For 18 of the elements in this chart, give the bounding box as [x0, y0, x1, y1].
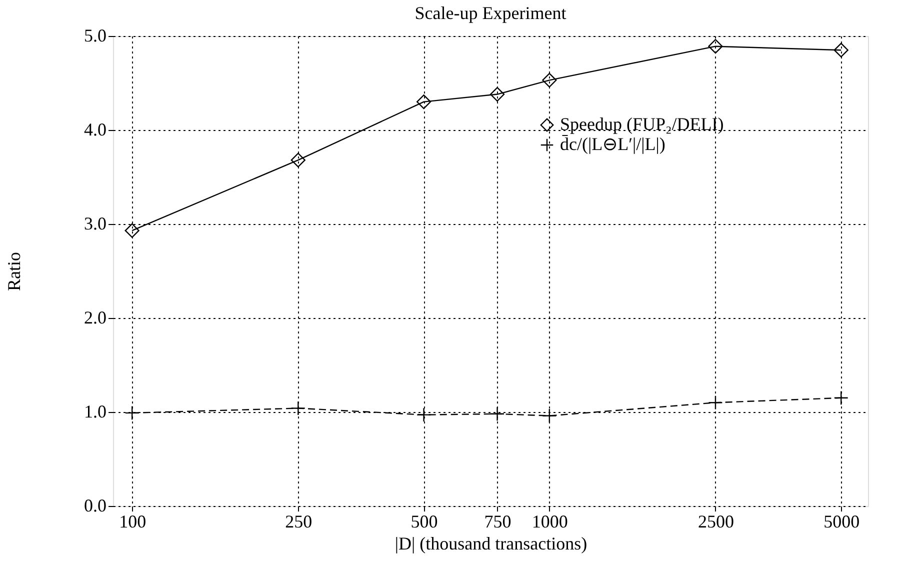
chart-title: Scale-up Experiment: [414, 3, 566, 23]
y-tick-label: 3.0: [84, 214, 106, 234]
legend-label: Speedup (FUP₂/DELI): [560, 114, 724, 134]
x-tick-label: 250: [285, 512, 312, 532]
x-tick-label: 500: [410, 512, 438, 532]
y-axis-title: Ratio: [4, 252, 24, 291]
x-tick-label: 750: [484, 512, 512, 532]
y-tick-label: 0.0: [84, 496, 106, 516]
x-tick-label: 5000: [824, 512, 860, 532]
legend-label: d̄c/(|L⊖L′|/|L|): [560, 134, 666, 154]
x-tick-label: 2500: [698, 512, 734, 532]
y-tick-label: 2.0: [84, 308, 106, 328]
x-tick-label: 1000: [532, 512, 568, 532]
x-tick-label: 100: [119, 512, 146, 532]
y-tick-label: 1.0: [84, 402, 106, 422]
y-tick-label: 5.0: [84, 26, 106, 46]
x-axis-title: |D| (thousand transactions): [394, 534, 588, 554]
y-tick-label: 4.0: [84, 120, 106, 140]
